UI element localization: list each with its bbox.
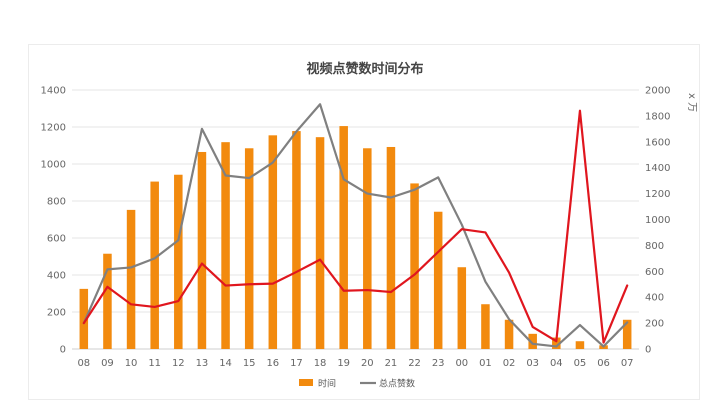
left-tick-label: 0 [60, 345, 66, 356]
x-tick-label: 16 [266, 358, 279, 369]
x-tick-label: 04 [550, 358, 563, 369]
x-tick-label: 10 [125, 358, 138, 369]
series-line-1 [82, 103, 629, 348]
series-line-2 [82, 109, 629, 344]
x-tick-label: 07 [621, 358, 634, 369]
x-tick-label: 20 [361, 358, 374, 369]
bar [150, 181, 159, 349]
right-tick-label: 600 [645, 267, 664, 278]
bar [622, 319, 632, 349]
left-axis: 0 200 400 600 800 1000 1200 1400 [41, 86, 66, 356]
left-tick-label: 400 [47, 271, 66, 282]
left-tick-label: 1400 [41, 86, 66, 97]
left-tick-label: 1200 [41, 123, 66, 134]
x-tick-label: 17 [290, 358, 303, 369]
left-tick-label: 200 [47, 308, 66, 319]
bar [292, 131, 301, 349]
bar [268, 135, 278, 349]
left-tick-label: 600 [47, 234, 66, 245]
x-tick-label: 00 [455, 358, 468, 369]
bar [103, 253, 112, 349]
right-tick-label: 1400 [645, 163, 670, 174]
bar [504, 319, 514, 349]
bar [315, 137, 325, 349]
right-tick-label: 2000 [645, 86, 670, 97]
x-tick-label: 12 [172, 358, 185, 369]
bar [79, 288, 89, 349]
bar [174, 174, 183, 349]
right-tick-label: 1600 [645, 137, 670, 148]
right-tick-label: 1000 [645, 215, 670, 226]
x-tick-label: 14 [219, 358, 232, 369]
right-tick-label: 800 [645, 241, 664, 252]
bar [410, 183, 419, 349]
bar [244, 148, 254, 349]
bar [457, 267, 467, 349]
left-tick-label: 1000 [41, 160, 66, 171]
x-tick-label: 23 [432, 358, 445, 369]
line-series [82, 103, 629, 348]
x-tick-label: 22 [408, 358, 421, 369]
bar [575, 341, 585, 349]
x-tick-label: 03 [526, 358, 539, 369]
x-tick-label: 08 [77, 358, 90, 369]
gridlines [72, 89, 639, 350]
right-axis: 0 200 400 600 800 1000 1200 1400 1600 1800 2000 [645, 86, 670, 356]
legend-swatch-bar [299, 379, 313, 386]
x-tick-label: 21 [385, 358, 398, 369]
bar [386, 146, 396, 349]
right-tick-label: 1800 [645, 111, 670, 122]
bar [221, 142, 230, 349]
bar [197, 151, 207, 349]
x-tick-label: 13 [196, 358, 209, 369]
chart-title: 视频点赞数时间分布 [306, 61, 423, 77]
bar [126, 209, 136, 349]
x-tick-label: 19 [337, 358, 350, 369]
legend-label: 时间 [318, 378, 336, 390]
x-tick-label: 01 [479, 358, 492, 369]
legend-label: 总点赞数 [379, 378, 415, 390]
legend: 时间 总点赞数 [299, 378, 415, 390]
x-tick-label: 05 [574, 358, 587, 369]
right-tick-label: 1200 [645, 189, 670, 200]
bar [339, 126, 348, 349]
x-tick-label: 11 [148, 358, 161, 369]
bar [363, 148, 372, 349]
bar [481, 304, 490, 349]
right-tick-label: 200 [645, 319, 664, 330]
right-tick-label: 0 [645, 345, 651, 356]
bar [433, 211, 443, 349]
chart-frame: 视频点赞数时间分布 0 200 400 600 800 1000 1200 1400 0 200… [28, 44, 700, 400]
right-axis-unit-label: x 万 [686, 93, 697, 112]
bar [528, 333, 537, 349]
bar-series [79, 126, 632, 349]
x-tick-label: 09 [101, 358, 114, 369]
left-tick-label: 800 [47, 197, 66, 208]
x-tick-label: 15 [243, 358, 256, 369]
x-tick-label: 02 [503, 358, 516, 369]
x-tick-label: 18 [314, 358, 327, 369]
bar [552, 337, 561, 349]
x-tick-label: 06 [597, 358, 610, 369]
right-tick-label: 400 [645, 293, 664, 304]
x-axis: 08 09 10 11 12 13 14 15 16 17 18 19 20 21 22 23 00 01 02 03… [77, 358, 633, 369]
